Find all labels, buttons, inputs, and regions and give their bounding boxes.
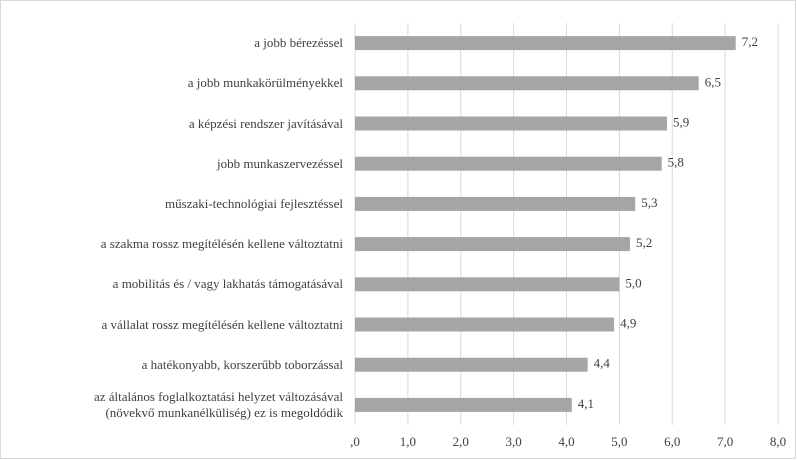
y-tick-label: a szakma rossz megítélésén kellene válto…	[100, 236, 343, 252]
value-label: 4,1	[578, 396, 594, 411]
x-tick-label: 4,0	[558, 434, 574, 449]
bar	[355, 116, 667, 131]
y-tick-label: a képzési rendszer javításával	[188, 115, 343, 131]
x-tick-label: ,0	[350, 434, 360, 449]
value-label: 5,8	[668, 155, 684, 170]
y-tick-label: a hatékonyabb, korszerűbb toborzással	[141, 356, 343, 372]
value-label: 5,0	[625, 275, 641, 290]
y-tick-label: jobb munkaszervezéssel	[217, 155, 343, 171]
x-tick-label: 5,0	[611, 434, 627, 449]
x-tick-label: 3,0	[506, 434, 522, 449]
y-tick-label: a jobb bérezéssel	[254, 35, 343, 51]
value-label: 5,9	[673, 114, 689, 129]
bar	[355, 36, 736, 51]
value-label: 5,2	[636, 235, 652, 250]
y-tick-label: a mobilitás és / vagy lakhatás támogatás…	[112, 276, 343, 292]
y-tick-label: a jobb munkakörülményekkel	[187, 75, 343, 91]
bar	[355, 277, 620, 292]
value-label: 4,9	[620, 315, 636, 330]
y-tick-label: műszaki-technológiai fejlesztéssel	[165, 195, 343, 211]
x-tick-label: 8,0	[770, 434, 786, 449]
x-tick-label: 2,0	[453, 434, 469, 449]
bar	[355, 317, 615, 332]
bar	[355, 76, 699, 91]
bar	[355, 357, 588, 372]
bar	[355, 156, 662, 171]
y-tick-label: az általános foglalkoztatási helyzet vál…	[93, 388, 343, 420]
value-label: 6,5	[705, 74, 721, 89]
x-tick-label: 7,0	[717, 434, 733, 449]
bar	[355, 196, 636, 211]
value-label: 5,3	[641, 195, 657, 210]
y-tick-label: a vállalat rossz megítélésén kellene vál…	[101, 316, 343, 332]
bar	[355, 237, 630, 252]
x-tick-label: 1,0	[400, 434, 416, 449]
value-label: 4,4	[594, 356, 611, 371]
bar	[355, 397, 572, 412]
x-tick-label: 6,0	[664, 434, 680, 449]
value-label: 7,2	[742, 34, 758, 49]
